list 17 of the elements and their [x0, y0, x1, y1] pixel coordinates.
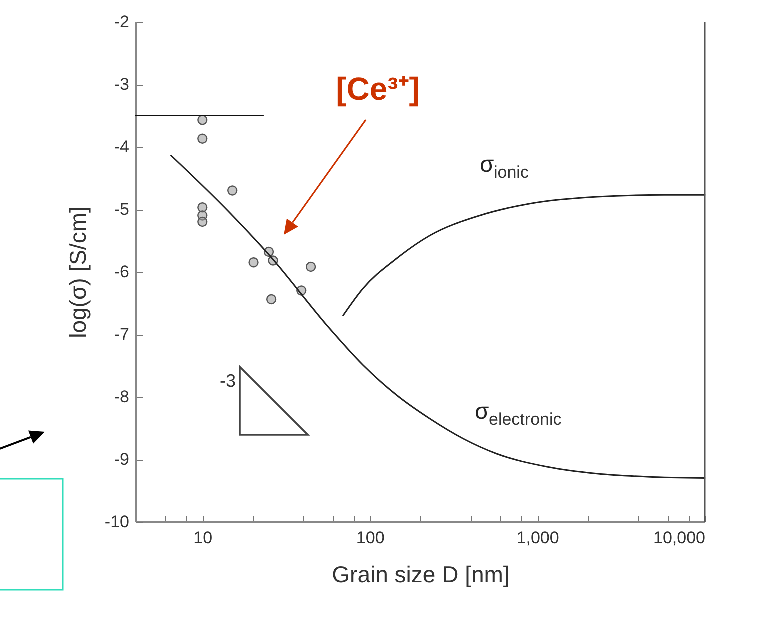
x-tick-label: 100	[356, 528, 385, 548]
y-tick-label: -4	[114, 138, 130, 156]
y-tick-label: -2	[114, 12, 130, 32]
x-axis-title: Grain size D [nm]	[332, 562, 510, 588]
y-tick-label: -5	[114, 200, 130, 219]
x-tick-label: 10,000	[654, 528, 706, 548]
y-tick-label: -6	[114, 262, 130, 282]
x-tick-label: 1,000	[516, 528, 560, 548]
y-tick-label: -3	[114, 75, 130, 94]
annotation: [Ce³⁺]	[336, 71, 420, 107]
y-tick-label: -7	[114, 325, 130, 344]
y-tick-label: -10	[104, 512, 130, 532]
x-tick-label: 10	[194, 528, 213, 548]
y-tick-label: -8	[114, 388, 130, 406]
y-tick-label: -9	[114, 450, 130, 469]
y-axis-title: log(σ) [S/cm]	[64, 206, 91, 338]
annotation: -3	[220, 371, 236, 391]
